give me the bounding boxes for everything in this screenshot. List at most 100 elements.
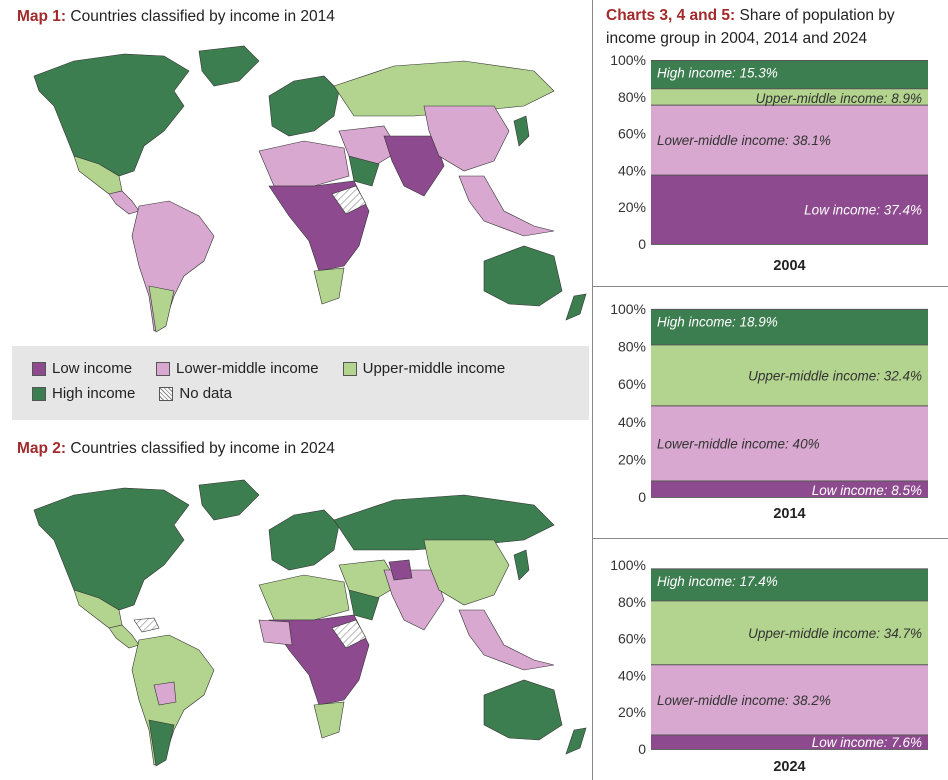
map1-europe	[268, 75, 340, 137]
data-label-high-income: High income: 17.4%	[657, 574, 778, 589]
legend-swatch-high-income	[32, 386, 46, 401]
legend-swatch-upper-middle-income	[342, 361, 357, 376]
map2-caribbean-nodata	[133, 617, 160, 633]
map2-north-africa	[258, 574, 350, 621]
data-label-upper-middle-income: Upper-middle income: 8.9%	[756, 91, 922, 106]
charts-title-text: Share of population by income group in 2…	[606, 7, 895, 47]
map2-greenland	[198, 479, 260, 521]
map1-horn-nodata	[331, 185, 367, 215]
y-tick-label: 20%	[618, 451, 646, 467]
map2-central-america	[108, 624, 140, 649]
map2-southern-cone	[148, 719, 175, 767]
map2-europe	[268, 509, 340, 571]
map2-horn-nodata	[331, 619, 367, 649]
legend-item-lower-middle-income: Lower-middle income	[156, 360, 319, 377]
chart-divider-2	[592, 538, 948, 539]
bar-segment-high-income	[651, 568, 928, 601]
data-label-lower-middle-income: Lower-middle income: 38.2%	[657, 693, 831, 708]
bar-segment-low-income	[651, 175, 928, 244]
legend-item-upper-middle-income: Upper-middle income	[342, 360, 505, 377]
map-legend: Low income Lower-middle income Upper-mid…	[12, 346, 589, 420]
y-tick-label: 100%	[610, 557, 646, 573]
x-category-label: 2024	[773, 759, 805, 775]
map2-title-lead: Map 2:	[17, 440, 67, 457]
bar-segment-lower-middle-income	[651, 405, 928, 482]
y-tick-label: 40%	[618, 162, 646, 178]
map1-southern-cone	[148, 285, 175, 333]
data-label-low-income: Low income: 7.6%	[812, 735, 922, 750]
map2-russia	[333, 494, 555, 551]
y-tick-label: 80%	[618, 594, 646, 610]
y-tick-label: 0	[638, 236, 646, 252]
map1-greenland	[198, 45, 260, 87]
legend-swatch-lower-middle-income	[156, 361, 171, 376]
y-tick-label: 40%	[618, 414, 646, 430]
charts-title-lead: Charts 3, 4 and 5:	[606, 7, 736, 24]
bar-segment-upper-middle-income	[651, 88, 928, 106]
chart-2004: 100% 80% 60% 40% 20% 0 Low income: 37.4% Lower-…	[610, 52, 928, 274]
map1-australia	[483, 245, 563, 307]
map2-bolivia	[153, 681, 177, 706]
map2-china	[423, 539, 510, 606]
x-category-label: 2014	[773, 506, 805, 522]
y-tick-label: 20%	[618, 199, 646, 215]
y-tick-label: 0	[638, 489, 646, 505]
bar-segment-high-income	[651, 60, 928, 89]
bar-segment-lower-middle-income	[651, 105, 928, 176]
chart-divider-1	[592, 286, 948, 287]
y-tick-label: 20%	[618, 704, 646, 720]
map2-southern-africa	[313, 701, 345, 739]
legend-item-low-income: Low income	[32, 360, 132, 377]
map2-japan	[513, 549, 530, 581]
data-label-upper-middle-income: Upper-middle income: 34.7%	[748, 626, 922, 641]
map2-title-text: Countries classified by income in 2024	[70, 440, 335, 457]
chart-2014: 100% 80% 60% 40% 20% 0 Low income: 8.5% Lower-m…	[610, 301, 928, 522]
legend-label-no-data: No data	[179, 385, 232, 402]
world-map-2024	[33, 479, 587, 767]
y-tick-label: 80%	[618, 89, 646, 105]
y-tick-label: 60%	[618, 631, 646, 647]
bar-segment-high-income	[651, 309, 928, 345]
legend-swatch-low-income	[32, 361, 46, 376]
map2-west-africa	[258, 619, 293, 646]
map2-afghanistan	[388, 559, 413, 581]
y-tick-label: 40%	[618, 667, 646, 683]
map2-title: Map 2: Countries classified by income in…	[17, 440, 335, 458]
map1-title-lead: Map 1:	[17, 8, 67, 25]
data-label-lower-middle-income: Lower-middle income: 40%	[657, 436, 820, 451]
data-label-high-income: High income: 18.9%	[657, 314, 778, 329]
map1-southern-africa	[313, 267, 345, 305]
map1-south-america	[131, 200, 215, 332]
bar-segment-low-income	[651, 481, 928, 497]
map1-new-zealand	[565, 293, 587, 321]
y-tick-label: 60%	[618, 376, 646, 392]
y-tick-label: 80%	[618, 339, 646, 355]
map2-north-america	[33, 487, 190, 611]
map1-japan	[513, 115, 530, 147]
map2-southeast-asia	[458, 609, 555, 671]
data-label-lower-middle-income: Lower-middle income: 38.1%	[657, 133, 831, 148]
map1-north-america	[33, 53, 190, 177]
charts-title: Charts 3, 4 and 5: Share of population b…	[606, 4, 936, 50]
map1-russia	[333, 60, 555, 117]
vertical-divider	[592, 0, 593, 780]
y-tick-label: 100%	[610, 301, 646, 317]
map2-new-zealand	[565, 727, 587, 755]
legend-label-lower-middle-income: Lower-middle income	[176, 360, 319, 377]
chart-2024: 100% 80% 60% 40% 20% 0 Low income: 7.6% Lower-m…	[610, 557, 928, 775]
map1-china	[423, 105, 510, 172]
bar-segment-low-income	[651, 735, 928, 749]
data-label-upper-middle-income: Upper-middle income: 32.4%	[748, 368, 922, 383]
legend-item-high-income: High income	[32, 385, 135, 402]
map1-central-america	[108, 190, 140, 215]
bar-segment-upper-middle-income	[651, 600, 928, 665]
data-label-high-income: High income: 15.3%	[657, 66, 778, 81]
bar-segment-upper-middle-income	[651, 344, 928, 406]
map2-australia	[483, 679, 563, 741]
map2-arabia	[348, 589, 380, 621]
y-tick-label: 100%	[610, 52, 646, 68]
world-map-2014	[33, 45, 587, 333]
map1-north-africa	[258, 140, 350, 187]
map1-southeast-asia	[458, 175, 555, 237]
y-tick-label: 0	[638, 741, 646, 757]
